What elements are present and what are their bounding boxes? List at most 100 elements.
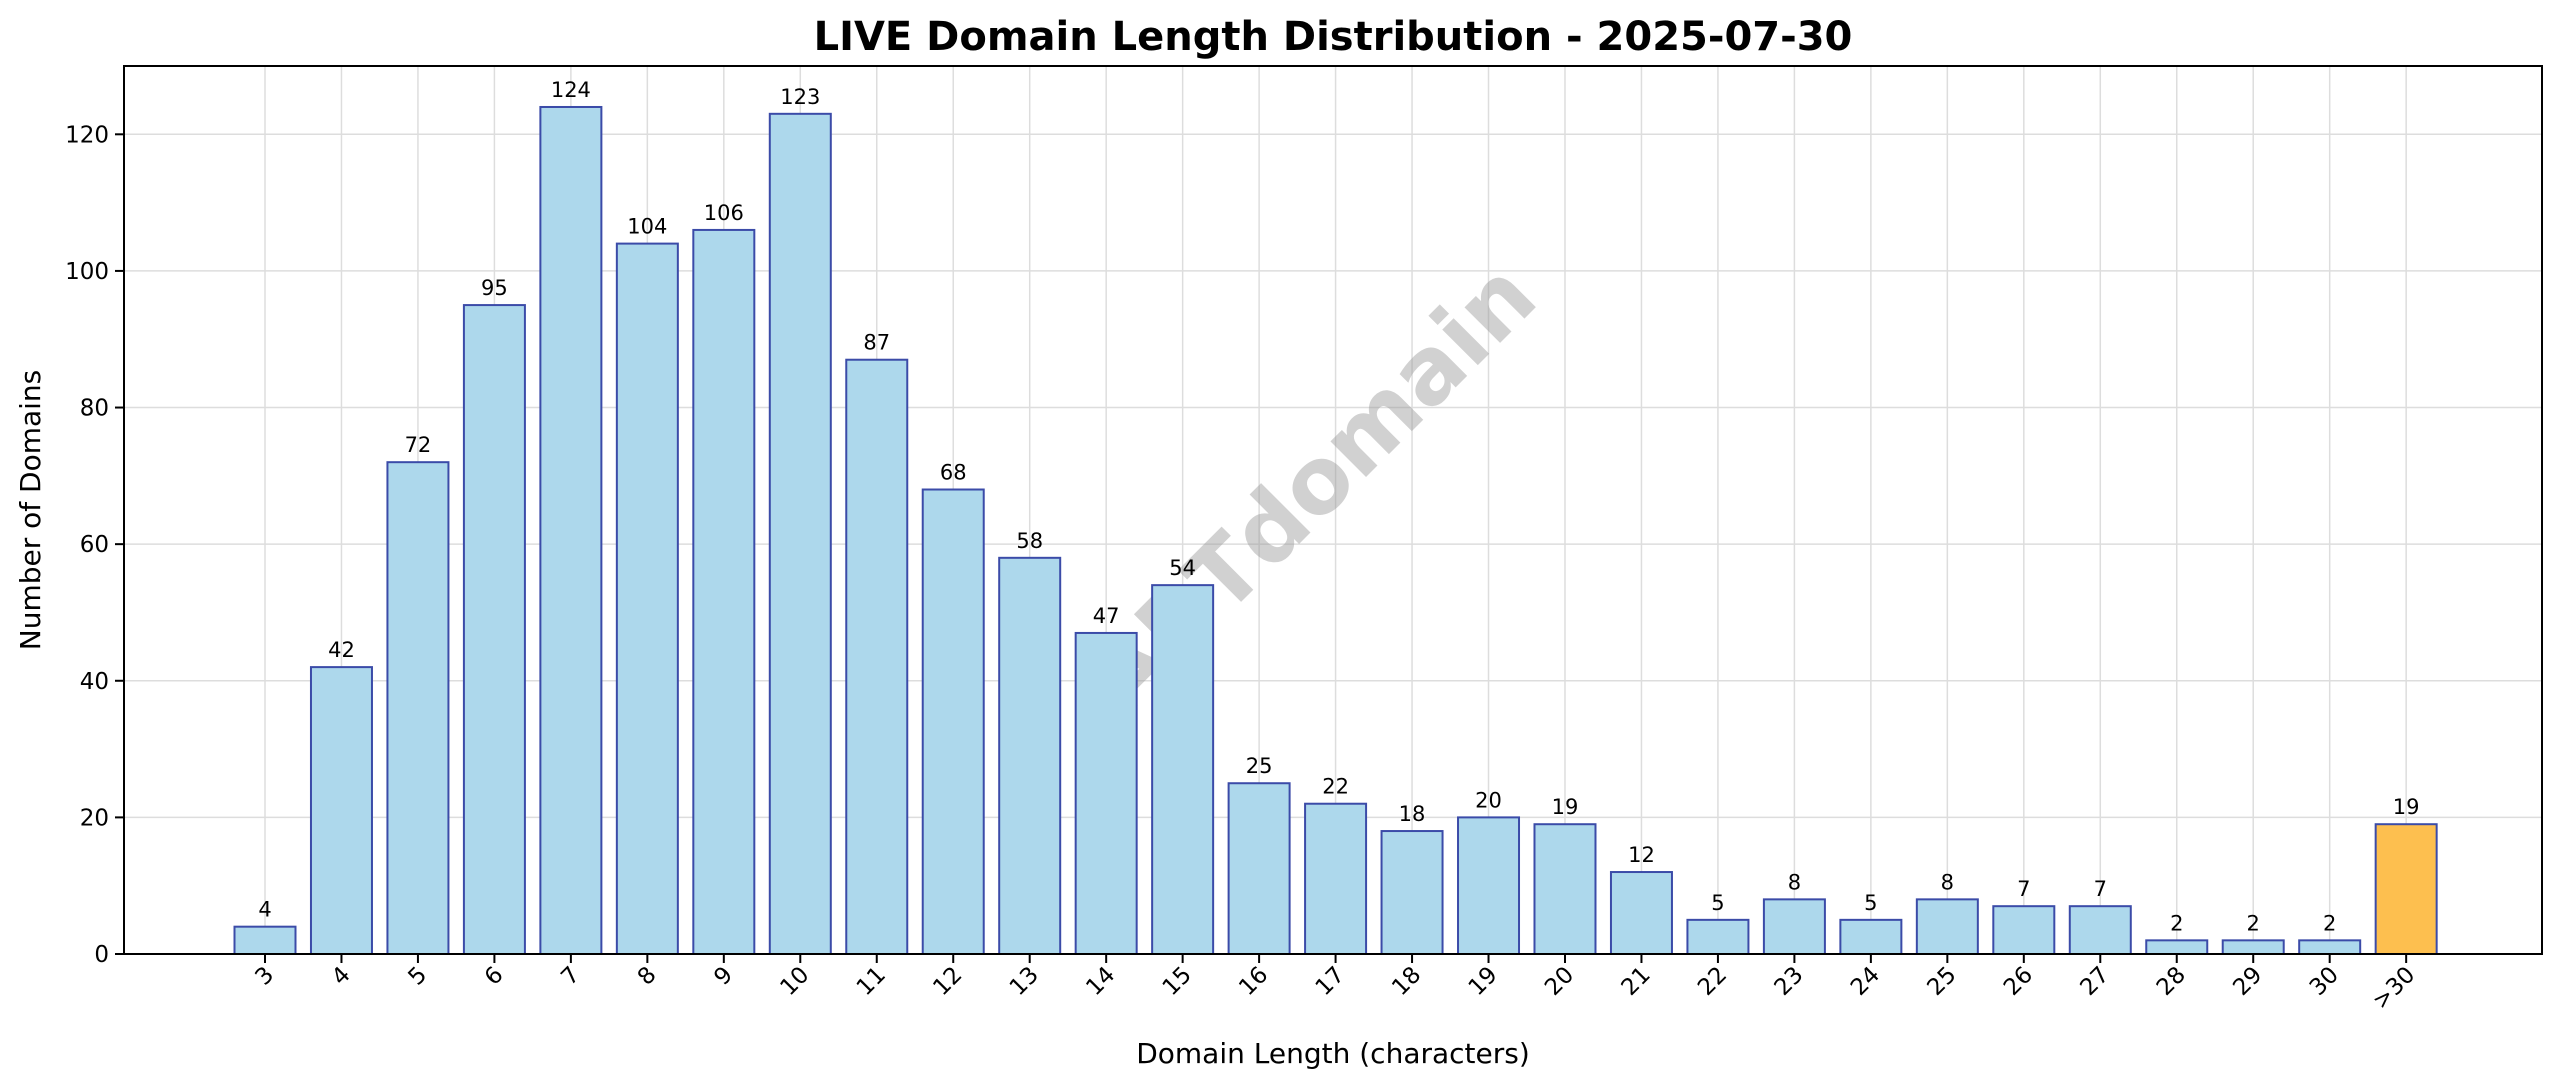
x-tick-label: 8 (633, 962, 662, 991)
x-tick-label: 7 (556, 962, 585, 991)
bar (1686, 918, 1750, 955)
x-tick-label: 28 (2152, 962, 2191, 1001)
x-tick-label: 12 (928, 962, 967, 1001)
bar (1533, 823, 1597, 956)
x-tick-label: 4 (327, 962, 356, 991)
y-tick-label: 40 (80, 669, 109, 695)
bar-value-label: 95 (481, 276, 508, 300)
x-tick-label: 29 (2228, 962, 2267, 1001)
bar (1304, 802, 1368, 955)
y-axis-label: Number of Domains (14, 370, 47, 651)
x-tick-label: 3 (251, 962, 280, 991)
bar-value-label: 123 (780, 85, 820, 109)
x-tick-label: 24 (1846, 962, 1885, 1001)
bar-value-label: 2 (2323, 911, 2336, 935)
x-tick-label: 21 (1617, 962, 1656, 1001)
x-tick-label: 15 (1158, 962, 1197, 1001)
x-tick-label: 20 (1540, 962, 1579, 1001)
bar (1074, 631, 1138, 955)
bar (539, 105, 603, 955)
x-tick-label: 23 (1770, 962, 1809, 1001)
bar (615, 242, 679, 956)
x-tick-label: 11 (852, 962, 891, 1001)
bar (1762, 898, 1826, 955)
bar-value-label: 58 (1016, 529, 1043, 553)
bar-value-label: 72 (405, 433, 432, 457)
bar-value-label: 22 (1322, 775, 1349, 799)
bar (1915, 898, 1979, 955)
y-tick-label: 0 (94, 942, 109, 968)
bar (462, 304, 526, 956)
bar-value-label: 54 (1169, 556, 1196, 580)
bar-value-label: 25 (1246, 754, 1273, 778)
bar (692, 228, 756, 955)
bar-value-label: 19 (2393, 795, 2420, 819)
bar-value-label: 5 (1711, 891, 1724, 915)
x-tick-label: 18 (1387, 962, 1426, 1001)
bar-value-label: 68 (940, 461, 967, 485)
bar-value-label: 7 (2094, 877, 2107, 901)
bar-value-label: 20 (1475, 788, 1502, 812)
bar-value-label: 5 (1864, 891, 1877, 915)
bar-value-label: 124 (551, 78, 591, 102)
bar (1227, 782, 1291, 955)
bar-value-label: 19 (1552, 795, 1579, 819)
x-tick-label: 5 (403, 962, 432, 991)
bar-value-label: 12 (1628, 843, 1655, 867)
bar (768, 112, 832, 956)
bar (386, 461, 450, 955)
x-axis-label: Domain Length (characters) (1136, 1037, 1530, 1070)
bar (1151, 584, 1215, 956)
x-tick-label: 13 (1005, 962, 1044, 1001)
y-tick-label: 60 (80, 532, 109, 558)
watermark: ABTdomain (1065, 242, 1557, 734)
bar-value-label: 18 (1399, 802, 1426, 826)
bar (233, 925, 297, 956)
x-tick-label: 30 (2305, 962, 2344, 1001)
bar-value-label: 7 (2017, 877, 2030, 901)
bar-value-label: 2 (2170, 911, 2183, 935)
bar (1380, 830, 1444, 955)
y-tick-label: 20 (80, 805, 109, 831)
x-tick-label: 9 (709, 962, 738, 991)
y-tick-label: 80 (80, 396, 109, 422)
y-tick-label: 120 (65, 122, 109, 148)
x-tick-label: 25 (1922, 962, 1961, 1001)
bar-value-label: 104 (627, 215, 667, 239)
bar-value-label: 42 (328, 638, 355, 662)
bar-value-label: 4 (258, 898, 271, 922)
x-tick-label: 19 (1464, 962, 1503, 1001)
bar (845, 358, 909, 955)
bar (2068, 905, 2132, 956)
bar-value-label: 2 (2247, 911, 2260, 935)
chart-title: LIVE Domain Length Distribution - 2025-0… (814, 14, 1853, 60)
bar-value-label: 8 (1941, 870, 1954, 894)
plot-frame (123, 65, 2543, 955)
bar (2221, 939, 2285, 955)
x-tick-label: 17 (1311, 962, 1350, 1001)
bar (921, 488, 985, 955)
x-tick-label: 22 (1693, 962, 1732, 1001)
y-tick-label: 100 (65, 259, 109, 285)
x-tick-label: 10 (775, 962, 814, 1001)
bar (2145, 939, 2209, 955)
x-tick-label: 27 (2075, 962, 2114, 1001)
bar (2298, 939, 2362, 955)
bar-value-label: 8 (1788, 870, 1801, 894)
bar-value-label: 47 (1093, 604, 1120, 628)
x-tick-label: 26 (1999, 962, 2038, 1001)
bar (1992, 905, 2056, 956)
bar (2374, 823, 2438, 956)
bar (1609, 871, 1673, 955)
bar (309, 666, 373, 955)
bar-value-label: 106 (704, 201, 744, 225)
x-tick-label: 14 (1081, 962, 1120, 1001)
bar (998, 556, 1062, 955)
bar (1839, 918, 1903, 955)
x-tick-label: 6 (480, 962, 509, 991)
x-tick-label: >30 (2368, 962, 2421, 1015)
bar-value-label: 87 (863, 331, 890, 355)
x-tick-label: 16 (1234, 962, 1273, 1001)
